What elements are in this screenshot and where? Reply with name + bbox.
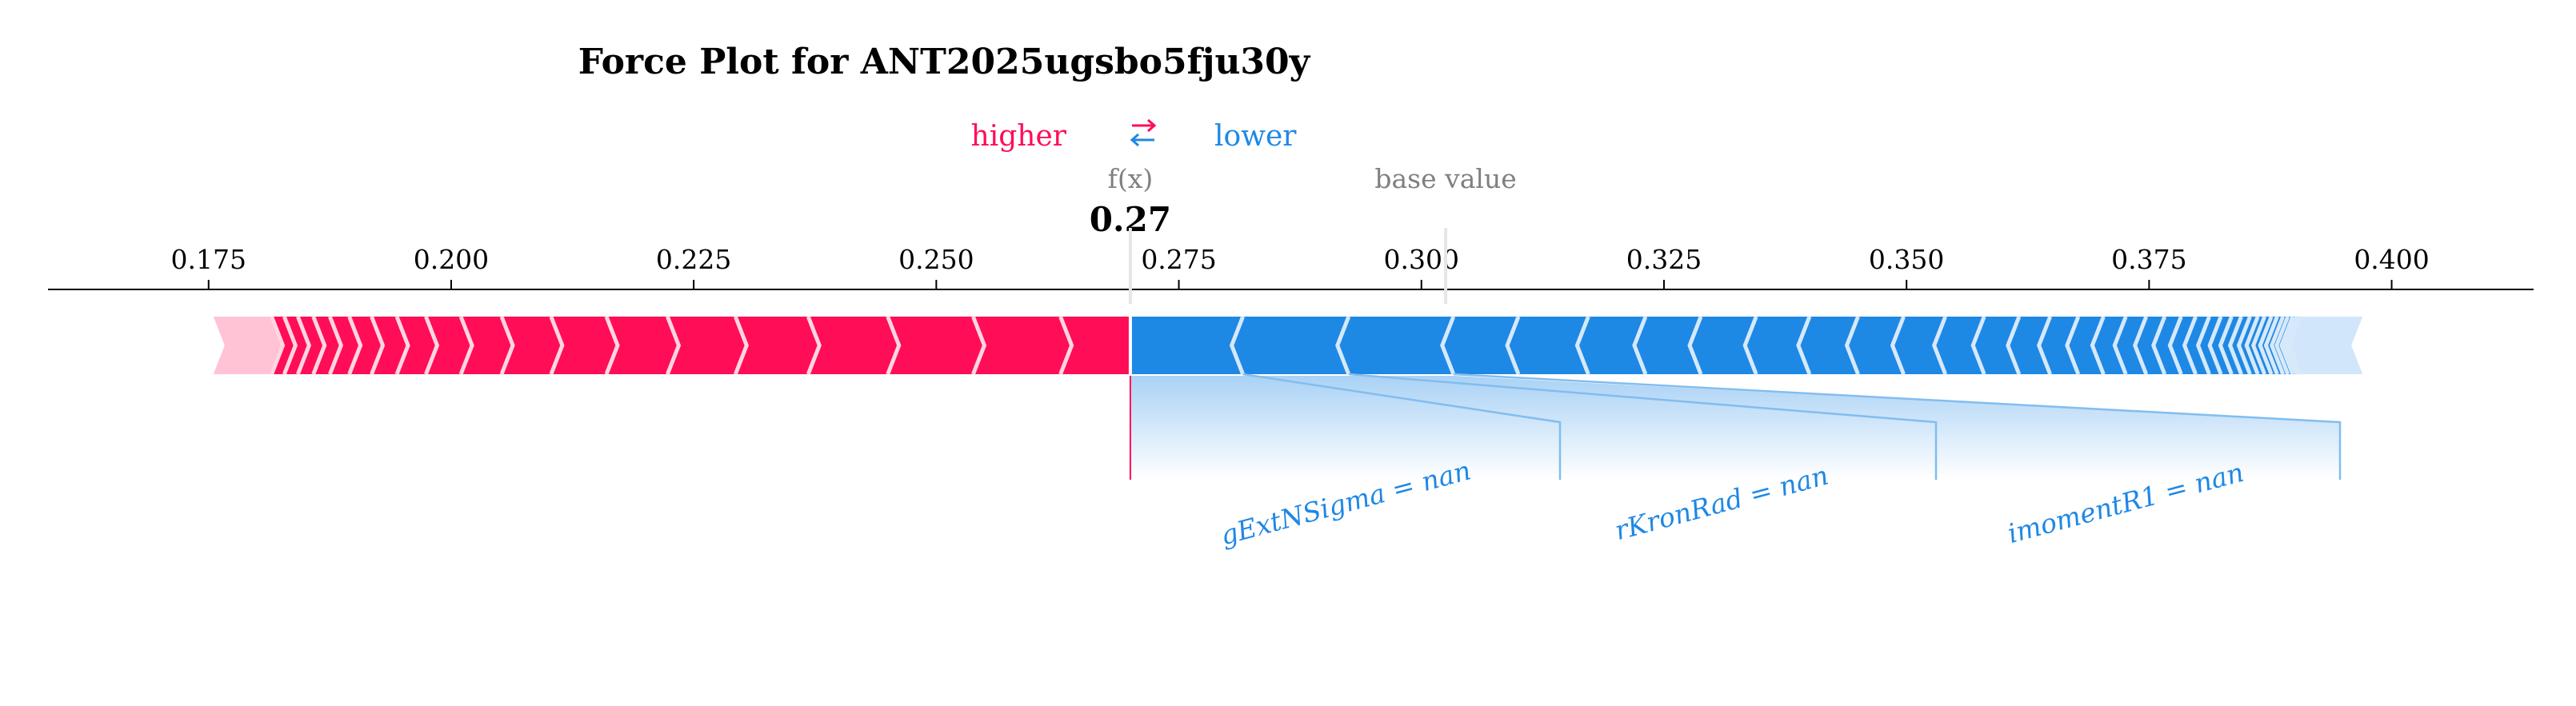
- output-label: f(x): [1108, 163, 1154, 194]
- negative-chevron: [2218, 316, 2234, 375]
- negative-chevron: [1931, 316, 1948, 375]
- positive-chevron: [971, 316, 987, 375]
- negative-chevron: [1742, 316, 1758, 375]
- negative-chevron: [2006, 316, 2022, 375]
- positive-chevron: [549, 316, 565, 375]
- swap-arrows-icon: [1130, 118, 1157, 147]
- x-tick-label: 0.400: [2354, 244, 2429, 275]
- negative-chevron: [2263, 316, 2279, 375]
- force-bars: [213, 312, 2363, 377]
- positive-chevron: [311, 316, 327, 375]
- negative-chevron: [2286, 316, 2302, 375]
- negative-chevron: [1890, 316, 1906, 375]
- positive-bar: [273, 317, 1130, 374]
- negative-chevron: [1229, 316, 1245, 375]
- negative-chevron: [2182, 316, 2198, 375]
- positive-chevron: [458, 316, 474, 375]
- negative-chevron: [1632, 316, 1648, 375]
- negative-chevron: [2167, 316, 2183, 375]
- negative-chevron: [2151, 316, 2167, 375]
- feature-connector: [1453, 373, 2342, 480]
- x-tick-label: 0.200: [414, 244, 489, 275]
- positive-chevron: [733, 316, 749, 375]
- negative-chevron: [2236, 316, 2252, 375]
- negative-chevron: [2279, 316, 2295, 375]
- feature-annotations: gExtNSigma = nan rKronRad = nan imomentR1 …: [1129, 373, 2342, 551]
- positive-chevron: [1058, 316, 1074, 375]
- negative-bar-tail: [2286, 317, 2363, 374]
- x-tick-label: 0.350: [1869, 244, 1944, 275]
- legend-higher: higher: [971, 120, 1067, 153]
- negative-chevron: [2133, 316, 2149, 375]
- positive-chevron: [424, 316, 440, 375]
- negative-chevron: [2258, 316, 2274, 375]
- legend-lower: lower: [1214, 120, 1297, 153]
- x-tick-label: 0.225: [656, 244, 731, 275]
- negative-chevron: [1335, 316, 1351, 375]
- negative-chevron: [1440, 316, 1456, 375]
- x-tick-label: 0.275: [1141, 244, 1216, 275]
- negative-chevron: [2065, 316, 2081, 375]
- positive-chevron: [282, 316, 298, 375]
- negative-chevron: [1687, 316, 1703, 375]
- negative-chevron: [2274, 316, 2290, 375]
- positive-chevron: [806, 316, 822, 375]
- negative-chevron: [2283, 316, 2299, 375]
- negative-chevron: [1970, 316, 1986, 375]
- x-tick-label: 0.250: [898, 244, 974, 275]
- x-tick-label: 0.325: [1626, 244, 1702, 275]
- negative-chevron: [2207, 316, 2223, 375]
- negative-chevron: [2244, 316, 2260, 375]
- negative-chevron: [1574, 316, 1590, 375]
- positive-chevron: [886, 316, 902, 375]
- negative-chevron: [2227, 316, 2243, 375]
- feature-connector: [1348, 373, 1938, 480]
- positive-bar-tail: [213, 317, 285, 374]
- negative-chevron: [2195, 316, 2211, 375]
- negative-chevron: [2251, 316, 2267, 375]
- negative-chevron: [1505, 316, 1521, 375]
- feature-connector: [1242, 373, 1562, 480]
- x-tick-label: 0.175: [171, 244, 246, 275]
- positive-chevron: [499, 316, 515, 375]
- negative-chevron: [2090, 316, 2106, 375]
- positive-chevron: [270, 316, 286, 375]
- negative-chevron: [2036, 316, 2052, 375]
- negative-bar: [1130, 317, 2298, 374]
- positive-chevron: [370, 316, 386, 375]
- positive-chevron: [666, 316, 682, 375]
- positive-chevron: [347, 316, 363, 375]
- positive-chevron: [604, 316, 620, 375]
- negative-chevron: [2270, 316, 2286, 375]
- positive-chevron: [394, 316, 410, 375]
- negative-chevron: [2112, 316, 2128, 375]
- x-axis-ticks: 0.175 0.200 0.225 0.250 0.275 0.300 0.325 0.350…: [171, 244, 2430, 289]
- x-tick-label: 0.300: [1384, 244, 1459, 275]
- negative-chevron: [1844, 316, 1860, 375]
- feature-shade: [1130, 376, 2340, 480]
- x-tick-label: 0.375: [2111, 244, 2186, 275]
- positive-chevron: [296, 316, 312, 375]
- chart-title: Force Plot for ANT2025ugsbo5fju30y: [578, 42, 1311, 82]
- base-value-label: base value: [1374, 163, 1516, 194]
- positive-chevron: [328, 316, 344, 375]
- negative-chevron: [1796, 316, 1812, 375]
